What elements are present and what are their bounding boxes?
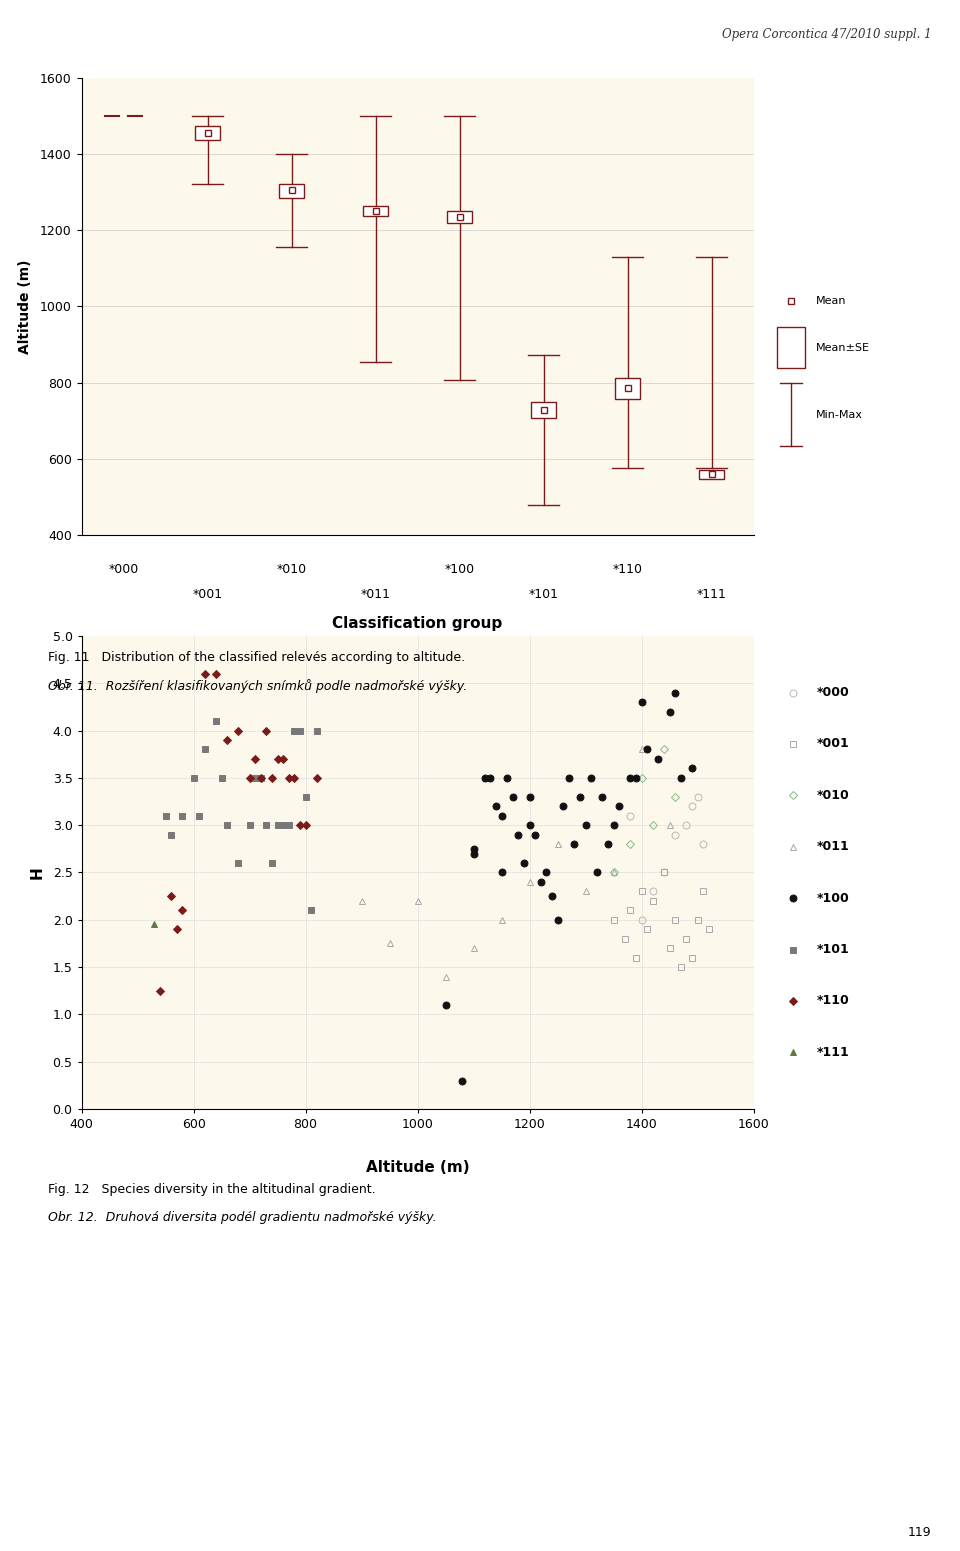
Text: Obr. 12.  Druhová diversita podél gradientu nadmořské výšky.: Obr. 12. Druhová diversita podél gradien… — [48, 1211, 437, 1224]
Y-axis label: Altitude (m): Altitude (m) — [17, 259, 32, 354]
Bar — [279, 183, 304, 197]
Text: Altitude (m): Altitude (m) — [366, 1160, 469, 1176]
Bar — [363, 206, 388, 216]
Y-axis label: H: H — [29, 865, 44, 879]
Bar — [447, 211, 472, 223]
Text: *110: *110 — [612, 563, 642, 575]
Text: Min-Max: Min-Max — [816, 409, 863, 420]
Text: *011: *011 — [361, 588, 391, 600]
Text: *001: *001 — [193, 588, 223, 600]
Text: *111: *111 — [816, 1045, 850, 1059]
Text: 119: 119 — [907, 1526, 931, 1539]
Text: Opera Corcontica 47/2010 suppl. 1: Opera Corcontica 47/2010 suppl. 1 — [722, 28, 931, 40]
Text: *010: *010 — [276, 563, 306, 575]
Text: *101: *101 — [529, 588, 559, 600]
Text: *000: *000 — [816, 686, 850, 700]
Bar — [699, 470, 724, 479]
Text: Classification group: Classification group — [332, 616, 503, 631]
Text: *001: *001 — [816, 737, 850, 751]
Text: Mean±SE: Mean±SE — [816, 343, 870, 352]
Text: *100: *100 — [816, 892, 850, 904]
Text: *101: *101 — [816, 943, 850, 955]
Text: *110: *110 — [816, 994, 850, 1008]
Bar — [195, 126, 220, 141]
Bar — [778, 327, 805, 368]
Text: Mean: Mean — [816, 296, 847, 306]
Text: *111: *111 — [697, 588, 727, 600]
Text: *000: *000 — [108, 563, 139, 575]
Text: Fig. 11   Distribution of the classified relevés according to altitude.: Fig. 11 Distribution of the classified r… — [48, 651, 466, 664]
Text: *100: *100 — [444, 563, 474, 575]
Text: *010: *010 — [816, 789, 850, 802]
Bar — [531, 402, 556, 417]
Text: Obr. 11.  Rozšíření klasifikovaných snímků podle nadmořské výšky.: Obr. 11. Rozšíření klasifikovaných snímk… — [48, 679, 468, 693]
Text: Fig. 12   Species diversity in the altitudinal gradient.: Fig. 12 Species diversity in the altitud… — [48, 1183, 375, 1196]
Text: *011: *011 — [816, 841, 850, 853]
Bar — [615, 378, 640, 399]
